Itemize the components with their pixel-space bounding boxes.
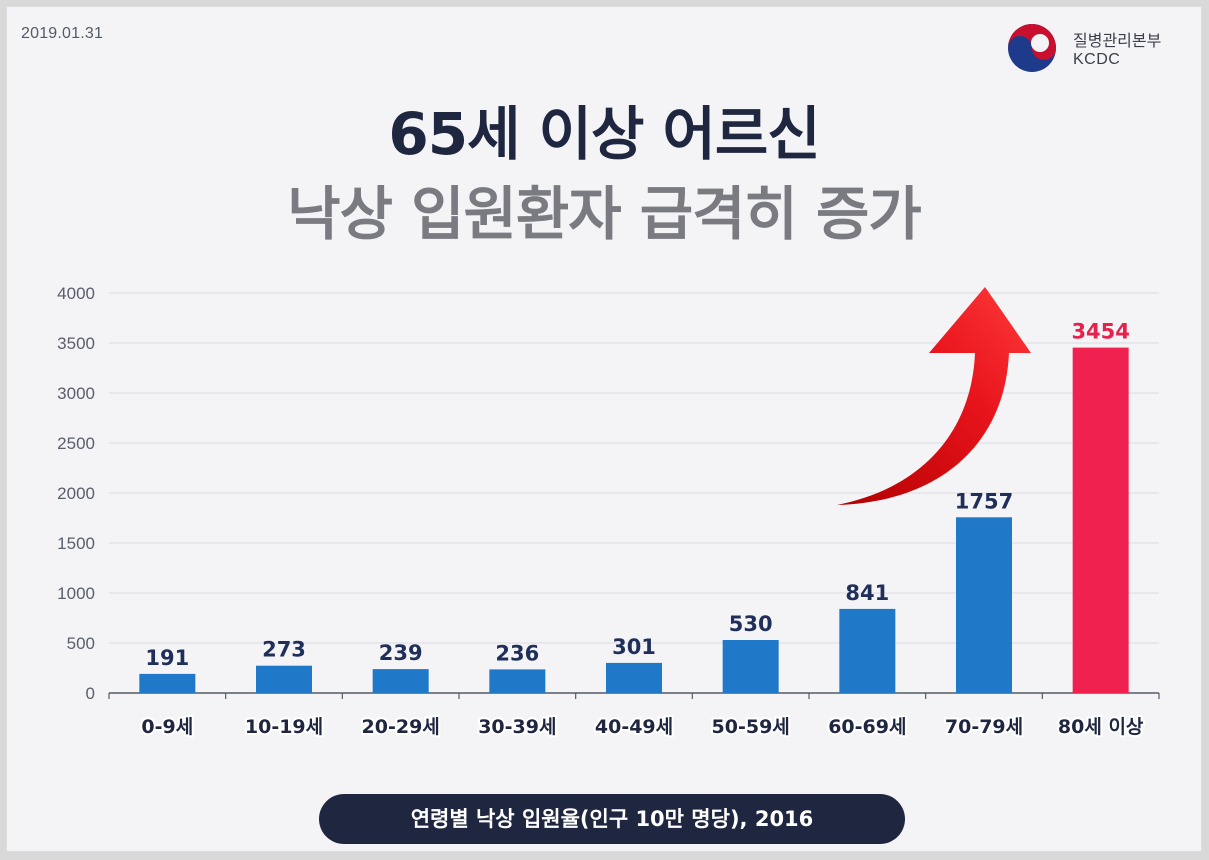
- data-label: 273: [262, 638, 306, 662]
- kcdc-logo: 질병관리본부 KCDC: [1007, 23, 1197, 79]
- upward-arrow-icon: [837, 287, 1031, 505]
- bar: [722, 640, 779, 693]
- data-label: 236: [495, 641, 539, 665]
- x-tick-label: 40-49세: [595, 716, 673, 738]
- chart-caption: 연령별 낙상 입원율(인구 10만 명당), 2016: [319, 794, 905, 844]
- x-tick-label: 50-59세: [712, 716, 790, 738]
- title-line-1: 65세 이상 어르신: [388, 100, 820, 168]
- x-tick-label: 70-79세: [945, 716, 1023, 738]
- y-tick-label: 1000: [57, 584, 95, 603]
- x-tick-label: 60-69세: [828, 716, 906, 738]
- data-label: 301: [612, 635, 656, 659]
- x-tick-label: 80세 이상: [1058, 716, 1144, 738]
- date-label: 2019.01.31: [21, 25, 104, 42]
- data-label: 3454: [1071, 320, 1129, 344]
- data-label: 191: [145, 646, 189, 670]
- data-label: 1757: [955, 489, 1013, 513]
- data-label: 530: [729, 612, 773, 636]
- bar-chart: 0 500 1000 1500 2000 2500 3000 3500 4000 191 0-9세 2…: [57, 284, 1160, 740]
- infographic-card: 2019.01.31 질병관리본부 KCDC 65세 이상 어르신 낙상 입원환…: [6, 6, 1202, 852]
- y-tick-label: 0: [86, 684, 95, 703]
- y-tick-label: 500: [67, 634, 95, 653]
- bar: [489, 669, 546, 693]
- y-tick-label: 3500: [57, 334, 95, 353]
- y-tick-label: 1500: [57, 534, 95, 553]
- bar: [256, 665, 312, 693]
- taegeuk-emblem-icon: [1008, 24, 1056, 72]
- data-label: 239: [379, 641, 423, 665]
- bar: [606, 662, 662, 693]
- logo-name-korean: 질병관리본부: [1073, 33, 1162, 50]
- y-tick-label: 2000: [57, 484, 95, 503]
- title-line-2: 낙상 입원환자 급격히 증가: [287, 180, 922, 248]
- bar: [956, 517, 1012, 693]
- y-tick-label: 3000: [57, 384, 95, 403]
- bar: [1072, 347, 1129, 693]
- x-tick-label: 0-9세: [141, 716, 193, 738]
- bar: [839, 608, 896, 693]
- x-tick-label: 20-29세: [362, 716, 440, 738]
- bar: [139, 673, 196, 693]
- data-label: 841: [845, 581, 889, 605]
- logo-name-english: KCDC: [1073, 51, 1121, 68]
- bar: [372, 669, 429, 693]
- y-tick-label: 2500: [57, 434, 95, 453]
- y-tick-label: 4000: [57, 284, 95, 303]
- x-tick-label: 30-39세: [478, 716, 556, 738]
- x-tick-label: 10-19세: [245, 716, 323, 738]
